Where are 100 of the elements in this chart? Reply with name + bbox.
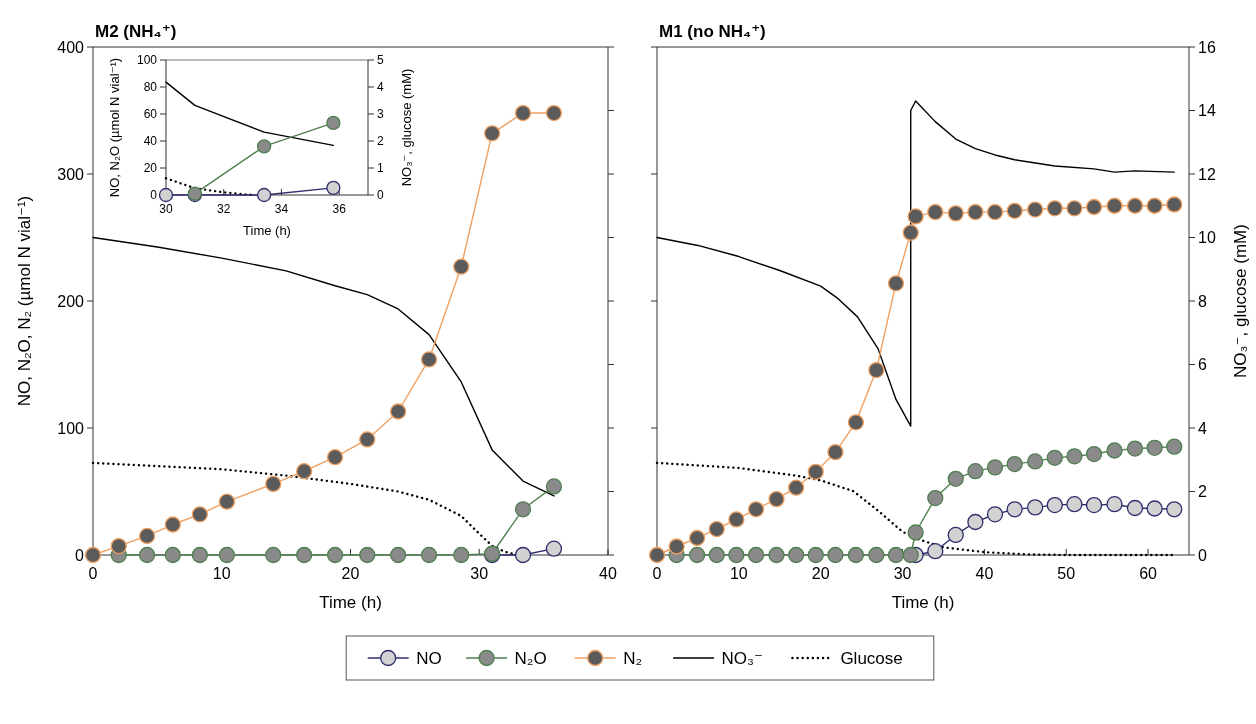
point (256, 139, 272, 154)
line-series (656, 100, 1175, 427)
point (768, 490, 785, 508)
point (1106, 496, 1123, 513)
point (668, 538, 685, 555)
point (787, 479, 805, 496)
y2-tick-label: 4 (1198, 419, 1207, 437)
point (265, 475, 282, 493)
point (1006, 202, 1023, 219)
point (1026, 201, 1044, 218)
y2-tick-label: 3 (377, 107, 384, 122)
point (326, 449, 344, 466)
point (545, 478, 563, 495)
point (84, 546, 102, 564)
y2-tick-label: 2 (1198, 483, 1207, 501)
point (1126, 197, 1144, 214)
point (887, 275, 905, 292)
point (986, 203, 1004, 221)
point (927, 489, 944, 507)
point (164, 516, 181, 533)
y-tick-label: 0 (75, 546, 85, 564)
y2-tick-label: 8 (1198, 292, 1207, 310)
y2-tick-label: 16 (1198, 38, 1216, 56)
x-axis-title: Time (h) (243, 222, 291, 238)
y-tick-label: 60 (143, 107, 158, 122)
point (389, 546, 407, 564)
point (453, 258, 470, 275)
point (1146, 197, 1163, 214)
point (1026, 453, 1044, 470)
point (1026, 499, 1044, 516)
y-tick-label: 400 (57, 38, 85, 56)
point (110, 537, 127, 555)
point (514, 546, 532, 564)
point (514, 104, 532, 122)
point (1085, 198, 1103, 216)
point (967, 203, 984, 221)
x-tick-label: 20 (811, 565, 830, 582)
point (265, 546, 282, 564)
point (1066, 448, 1083, 465)
x-tick-label: 40 (975, 565, 994, 582)
point (1066, 496, 1083, 513)
point (326, 180, 341, 195)
point (1126, 499, 1144, 517)
point (1106, 197, 1123, 214)
legend-label: N₂ (623, 648, 643, 668)
x-tick-label: 32 (217, 202, 231, 216)
point (807, 463, 824, 480)
point (927, 203, 944, 221)
x-tick-label: 20 (341, 565, 360, 582)
point (545, 104, 563, 122)
point (1066, 200, 1083, 217)
y-tick-label: 100 (136, 53, 158, 68)
point (1006, 455, 1023, 473)
point (728, 546, 745, 564)
chart-title: M1 (no NH₄⁺) (659, 22, 766, 41)
y2-tick-label: 4 (377, 80, 384, 95)
x-tick-label: 0 (652, 565, 662, 582)
point (326, 115, 341, 131)
x-tick-label: 0 (88, 565, 98, 582)
legend-label: NO (416, 648, 442, 668)
point (218, 546, 236, 564)
x-axis-title: Time (h) (891, 592, 955, 612)
point (359, 546, 376, 564)
x-tick-label: 40 (599, 565, 617, 582)
point (688, 529, 706, 547)
point (158, 187, 174, 203)
point (1046, 496, 1063, 514)
point (868, 361, 885, 379)
point (1106, 442, 1123, 459)
x-tick-label: 10 (729, 565, 748, 582)
point (827, 546, 844, 564)
y2-tick-label: 2 (377, 134, 384, 149)
point (1085, 445, 1103, 463)
y-tick-label: 0 (150, 188, 158, 203)
y2-tick-label: 1 (377, 161, 384, 176)
point (218, 493, 236, 510)
point (1166, 196, 1183, 213)
point (296, 463, 313, 480)
x-tick-label: 10 (212, 565, 231, 582)
point (907, 524, 924, 541)
point (986, 459, 1004, 476)
point (967, 463, 984, 480)
point (1046, 200, 1063, 217)
line-series (165, 81, 335, 147)
y2-tick-label: 0 (377, 188, 384, 203)
point (887, 546, 905, 564)
y-tick-label: 20 (143, 161, 158, 176)
point (1085, 496, 1103, 514)
point (747, 546, 765, 564)
point (986, 506, 1004, 523)
y2-axis-title: NO₃⁻, glucose (mM) (398, 68, 414, 187)
y-tick-label: 200 (57, 292, 85, 310)
point (326, 546, 344, 564)
y-tick-label: 40 (143, 134, 158, 149)
point (807, 546, 824, 564)
y2-axis-title: NO₃⁻, glucose (mM) (1231, 224, 1251, 378)
legend-label: NO₃⁻ (721, 648, 764, 668)
point (453, 546, 470, 564)
point (947, 526, 964, 544)
x-tick-label: 30 (470, 565, 489, 582)
